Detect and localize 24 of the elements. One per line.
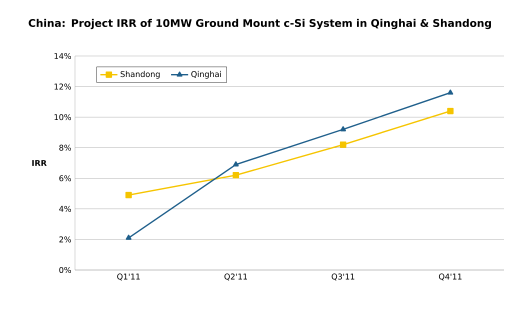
y-tick-label: 10% [54, 114, 72, 120]
y-tick-label: 8% [59, 144, 72, 151]
y-tick-label: 6% [59, 175, 72, 182]
point [447, 108, 454, 114]
y-tick-label: 12% [54, 84, 72, 90]
y-axis-title: IRR [32, 160, 47, 166]
y-tick-label: 0% [59, 266, 72, 274]
point [340, 126, 346, 132]
x-tick-label: Q4'11 [438, 274, 462, 281]
point [448, 89, 454, 95]
point [233, 161, 239, 166]
x-tick-label: Q1'11 [117, 274, 140, 281]
point [232, 172, 240, 178]
point [126, 234, 132, 240]
legend-label: Qinghai [191, 70, 221, 79]
x-tick-label: Q3'11 [332, 274, 354, 281]
legend-label: Shandong [120, 70, 160, 79]
y-tick-label: 2% [59, 236, 72, 242]
y-tick-label: 4% [59, 206, 72, 212]
chart-title: China: Project IRR of 10MW Ground Mount c-Si System in Qinghai & Shandong [28, 18, 491, 30]
x-tick-label: Q2'11 [224, 274, 248, 281]
point [125, 192, 132, 198]
y-tick-label: 14% [54, 52, 72, 60]
point [340, 141, 346, 148]
